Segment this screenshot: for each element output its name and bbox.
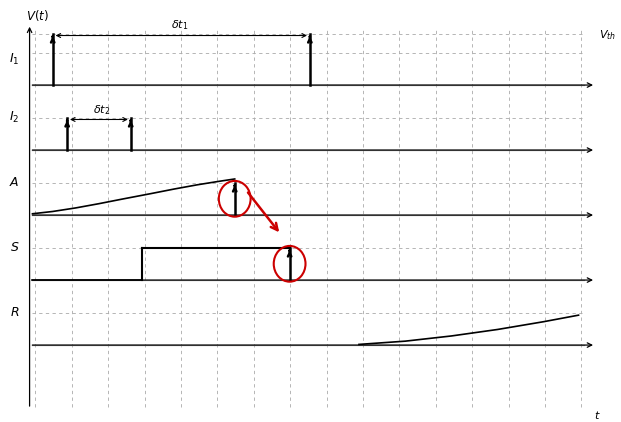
Text: $V_{th}$: $V_{th}$ xyxy=(599,29,616,43)
Text: $V(t)$: $V(t)$ xyxy=(25,8,48,23)
Text: $t$: $t$ xyxy=(594,409,601,421)
Text: $\delta t_1$: $\delta t_1$ xyxy=(171,19,189,32)
Text: $R$: $R$ xyxy=(11,306,20,319)
Text: $\delta t_2$: $\delta t_2$ xyxy=(93,103,111,117)
Text: $I_2$: $I_2$ xyxy=(9,110,20,125)
Text: $I_1$: $I_1$ xyxy=(9,52,20,67)
Text: $S$: $S$ xyxy=(10,241,20,254)
Text: $A$: $A$ xyxy=(9,176,20,189)
